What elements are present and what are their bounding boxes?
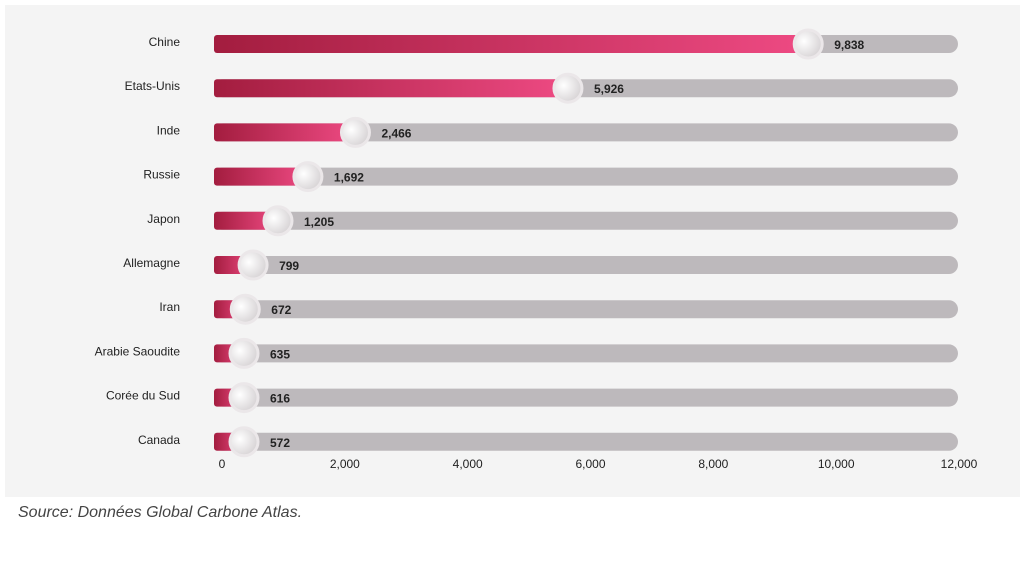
bar-track	[214, 300, 958, 319]
bar-fill	[214, 79, 568, 98]
bar-fill	[214, 211, 279, 230]
value-label: 799	[279, 259, 299, 273]
category-label: Allemagne	[123, 256, 180, 270]
value-label: 1,205	[304, 215, 334, 229]
value-label: 2,466	[381, 126, 411, 140]
bar-fill	[214, 35, 809, 53]
bar-knob	[792, 28, 824, 60]
bar-track	[214, 123, 958, 142]
value-label: 5,926	[594, 82, 624, 96]
value-label: 635	[270, 347, 290, 361]
x-tick-label: 10,000	[818, 457, 855, 471]
bar-track	[214, 344, 958, 363]
bar-fill	[214, 123, 356, 142]
bar-knob	[229, 293, 261, 325]
bar-knob	[228, 337, 260, 369]
bar-knob	[262, 205, 294, 237]
category-label: Inde	[157, 123, 181, 137]
bar-knob	[339, 116, 371, 148]
bar-track	[214, 388, 958, 407]
category-label: Japon	[147, 212, 180, 226]
category-label: Etats-Unis	[125, 79, 180, 93]
bar-knob	[228, 426, 260, 458]
x-tick-label: 12,000	[941, 457, 978, 471]
source-note: Source: Données Global Carbone Atlas.	[18, 504, 303, 521]
x-tick-label: 0	[219, 457, 226, 471]
bar-track	[214, 211, 958, 230]
bar-track	[214, 256, 958, 274]
x-tick-label: 6,000	[575, 457, 605, 471]
bar-fill	[214, 167, 308, 186]
category-label: Russie	[143, 168, 180, 182]
category-label: Arabie Saoudite	[95, 344, 181, 358]
category-label: Chine	[149, 35, 181, 49]
bar-track	[214, 167, 958, 186]
bar-knob	[228, 382, 260, 414]
value-label: 1,692	[334, 171, 364, 185]
bar-knob	[292, 161, 324, 193]
value-label: 572	[270, 436, 290, 450]
x-tick-label: 2,000	[330, 457, 360, 471]
category-label: Canada	[138, 433, 180, 447]
bar-track	[214, 432, 958, 451]
bar-knob	[552, 72, 584, 104]
category-label: Corée du Sud	[106, 389, 180, 403]
value-label: 9,838	[834, 38, 864, 52]
value-label: 672	[271, 303, 291, 317]
category-label: Iran	[159, 300, 180, 314]
bar-knob	[237, 249, 269, 281]
value-label: 616	[270, 392, 290, 406]
x-tick-label: 4,000	[453, 457, 483, 471]
x-tick-label: 8,000	[698, 457, 728, 471]
